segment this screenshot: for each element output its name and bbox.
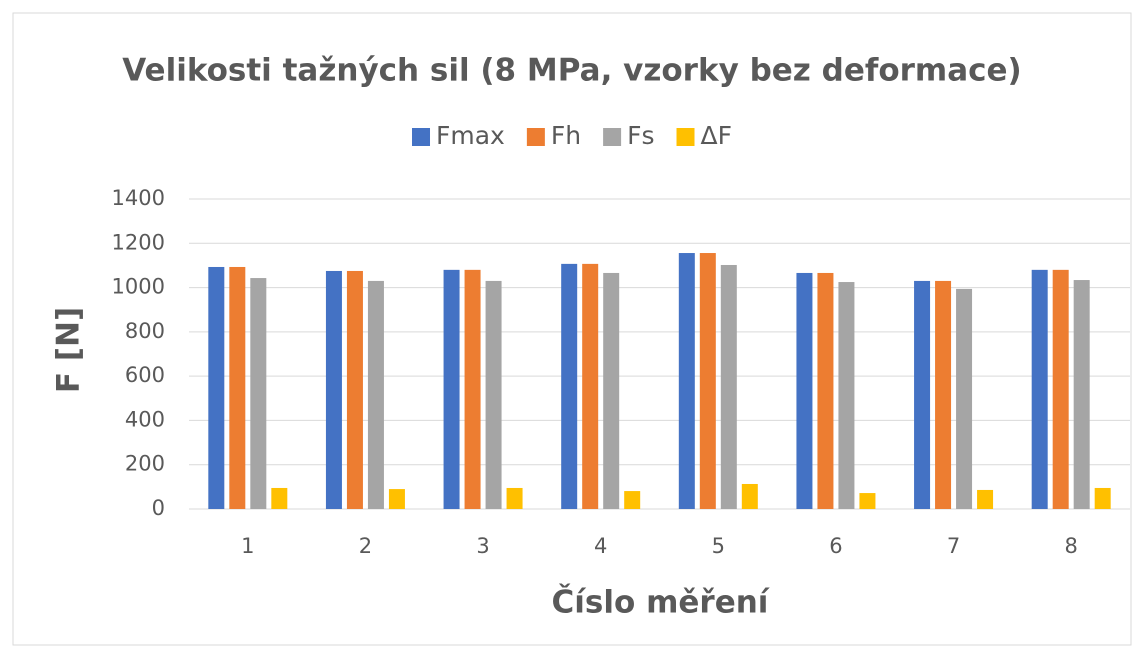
x-tick-label: 6 bbox=[829, 534, 842, 558]
bar bbox=[624, 491, 641, 509]
bar bbox=[208, 266, 225, 509]
x-axis-label: Číslo měření bbox=[552, 584, 770, 621]
legend-swatch bbox=[526, 128, 545, 146]
legend-swatch bbox=[603, 128, 622, 146]
bar bbox=[838, 282, 855, 509]
y-tick-label: 400 bbox=[125, 407, 165, 431]
bar bbox=[464, 269, 481, 509]
x-tick-label: 7 bbox=[947, 534, 960, 558]
y-tick-label: 0 bbox=[152, 496, 165, 520]
x-tick-label: 3 bbox=[476, 534, 489, 558]
bar bbox=[443, 269, 460, 509]
bar bbox=[956, 288, 973, 509]
y-tick-label: 800 bbox=[125, 319, 165, 343]
bar bbox=[485, 280, 502, 509]
y-tick-label: 1200 bbox=[112, 230, 165, 254]
legend-label: Fs bbox=[627, 121, 654, 150]
legend-label: Fmax bbox=[436, 121, 505, 150]
bar bbox=[678, 253, 695, 509]
bar bbox=[1073, 280, 1090, 509]
bar bbox=[561, 263, 578, 509]
bar bbox=[1052, 269, 1069, 509]
bar bbox=[817, 272, 834, 509]
y-tick-label: 600 bbox=[125, 363, 165, 387]
bar bbox=[346, 270, 363, 509]
bar bbox=[506, 487, 523, 509]
y-tick-label: 200 bbox=[125, 452, 165, 476]
bar bbox=[699, 253, 716, 509]
legend-label: ΔF bbox=[701, 121, 732, 150]
bar bbox=[367, 280, 384, 509]
bar bbox=[582, 263, 599, 509]
bar bbox=[720, 264, 737, 509]
bar bbox=[1094, 487, 1111, 509]
bar bbox=[935, 280, 952, 509]
bar bbox=[250, 278, 267, 509]
bar bbox=[603, 272, 620, 509]
bar bbox=[325, 270, 342, 509]
x-tick-label: 1 bbox=[241, 534, 254, 558]
y-tick-label: 1000 bbox=[112, 275, 165, 299]
chart-title: Velikosti tažných sil (8 MPa, vzorky bez… bbox=[122, 53, 1021, 89]
bar bbox=[796, 272, 813, 509]
bar bbox=[1031, 269, 1048, 509]
y-tick-label: 1400 bbox=[112, 186, 165, 210]
x-tick-label: 5 bbox=[712, 534, 725, 558]
bar bbox=[271, 487, 288, 509]
bar bbox=[859, 493, 876, 509]
legend-swatch bbox=[412, 128, 431, 146]
legend-label: Fh bbox=[551, 121, 581, 150]
legend-swatch bbox=[676, 128, 695, 146]
legend: Fmax Fh Fs ΔF bbox=[412, 121, 732, 150]
bar bbox=[914, 280, 931, 509]
x-tick-label: 2 bbox=[359, 534, 372, 558]
x-tick-label: 4 bbox=[594, 534, 607, 558]
bar bbox=[229, 266, 246, 509]
bar bbox=[741, 483, 758, 509]
x-tick-label: 8 bbox=[1065, 534, 1078, 558]
bar bbox=[388, 489, 405, 509]
bar bbox=[977, 489, 994, 509]
y-axis-label: F [N] bbox=[51, 307, 87, 393]
